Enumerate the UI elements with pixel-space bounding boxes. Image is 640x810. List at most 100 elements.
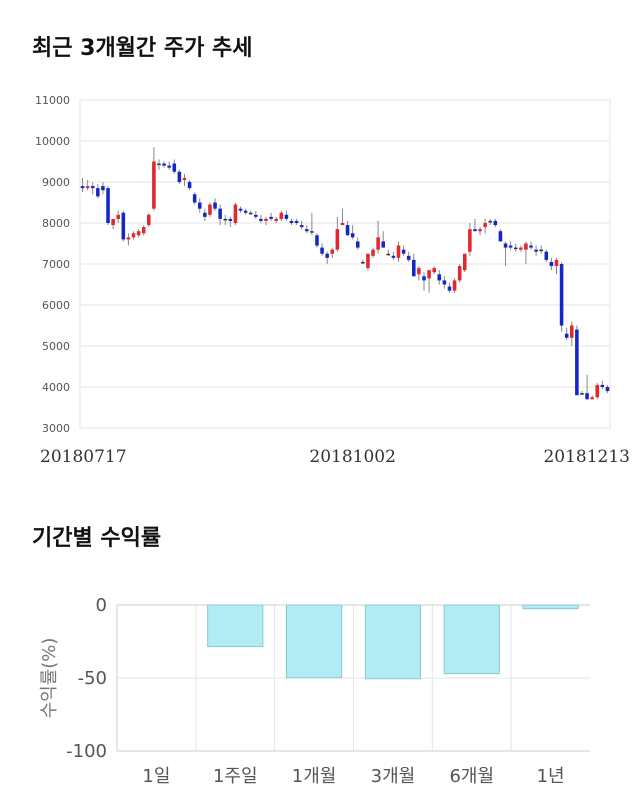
candle [350, 225, 355, 240]
candle-body [197, 202, 202, 209]
candle-body [289, 220, 294, 223]
candle-body [605, 387, 610, 392]
candle-body [457, 266, 462, 281]
candle [136, 229, 141, 238]
return-y-tick-label: 0 [96, 595, 107, 616]
candle [468, 223, 472, 256]
candle-body [157, 163, 161, 166]
candle [549, 257, 554, 271]
return-bar [285, 604, 343, 679]
candle-body [259, 218, 263, 221]
candle-body [350, 233, 355, 238]
candle-body [340, 223, 345, 226]
candle-body [218, 208, 222, 219]
candle [279, 210, 284, 221]
candle [381, 231, 386, 248]
candle [96, 184, 100, 199]
candle-body [192, 194, 197, 203]
candle [289, 218, 294, 226]
price-y-tick-label: 11000 [35, 94, 70, 107]
candle-body [299, 225, 304, 228]
candle-body [126, 237, 131, 240]
candle [569, 321, 574, 346]
return-x-tick-label: 1년 [537, 766, 565, 787]
candle [141, 225, 146, 236]
candle-body [513, 247, 518, 250]
candle-body [386, 253, 391, 256]
candle [294, 218, 299, 226]
price-x-tick-label: 20180717 [40, 447, 127, 467]
candle-body [361, 261, 365, 264]
candle [162, 161, 166, 168]
candlestick-chart: 3000 4000 5000 6000 7000 8000 9000 10000 11000 2… [35, 94, 630, 467]
candle-body [304, 229, 309, 232]
candle-body [544, 251, 549, 260]
candle [519, 245, 523, 252]
candle [233, 202, 238, 226]
candle [585, 374, 589, 400]
price-y-tick-label: 10000 [35, 135, 70, 148]
candle [564, 327, 569, 340]
return-bar [364, 604, 422, 680]
candle [152, 147, 156, 211]
candle [131, 231, 136, 240]
candle-body [585, 393, 589, 400]
return-x-tick-label: 3개월 [371, 766, 416, 787]
candle [304, 225, 309, 234]
candle-body [147, 214, 151, 226]
price-y-tick-label: 5000 [42, 340, 70, 353]
candle-body [483, 223, 487, 228]
candle-body [462, 253, 467, 271]
candle [101, 182, 105, 195]
candle [554, 257, 559, 275]
candle [254, 210, 258, 219]
candle-body [559, 264, 564, 326]
candle-body [493, 220, 498, 226]
candle-body [468, 229, 472, 252]
return-grid [116, 604, 590, 752]
candle-body [564, 333, 569, 338]
candle-body [391, 255, 396, 258]
candle-body [422, 276, 426, 281]
candle [325, 251, 329, 264]
candle-body [243, 210, 248, 213]
return-x-axis: 1일 1주일 1개월 3개월 6개월 1년 [142, 766, 564, 787]
return-bars [207, 604, 579, 680]
candle [401, 245, 406, 256]
candle [172, 159, 177, 174]
candle [238, 206, 243, 213]
candle-body [447, 286, 452, 291]
price-candles [80, 147, 610, 400]
candle-body [381, 241, 386, 248]
candle-body [575, 329, 579, 396]
candle [529, 241, 533, 250]
price-chart-title: 최근 3개월간 주가 추세 [32, 36, 253, 61]
candle [559, 261, 564, 332]
candle-body [284, 214, 289, 219]
candle-body [473, 229, 477, 232]
candle-body [417, 268, 421, 275]
candle-body [116, 214, 121, 219]
candle [503, 241, 508, 267]
candle-body [427, 270, 431, 279]
candle [335, 216, 340, 252]
candle-body [355, 241, 360, 248]
return-x-tick-label: 1일 [142, 766, 170, 787]
candle [473, 218, 477, 232]
candle [595, 382, 600, 400]
candle [457, 264, 462, 283]
candle-body [213, 202, 217, 209]
candle [90, 182, 95, 195]
price-y-tick-label: 6000 [42, 299, 70, 312]
candle-body [508, 245, 513, 248]
price-y-axis: 3000 4000 5000 6000 7000 8000 9000 10000 11000 [35, 94, 70, 435]
candle [366, 253, 370, 271]
candle [442, 276, 447, 289]
price-y-tick-label: 4000 [42, 381, 70, 394]
candle-body [396, 245, 401, 258]
candle-body [136, 231, 141, 236]
candle-body [569, 325, 574, 338]
candle-body [330, 249, 335, 254]
candle-body [371, 249, 375, 256]
candle-body [590, 397, 594, 400]
